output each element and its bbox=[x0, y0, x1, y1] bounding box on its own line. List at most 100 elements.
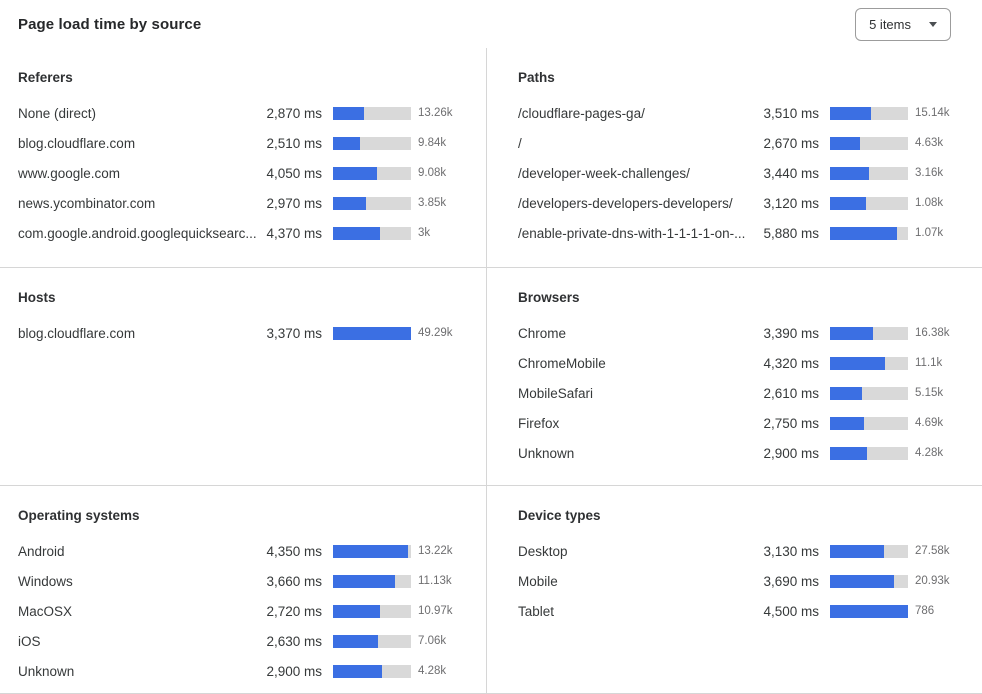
row-label: / bbox=[518, 135, 522, 151]
row-count: 13.22k bbox=[418, 545, 453, 557]
row-label: /developer-week-challenges/ bbox=[518, 165, 690, 181]
meter-bar-fill bbox=[333, 574, 395, 588]
meter-bar-fill bbox=[830, 416, 865, 430]
row-count: 4.28k bbox=[418, 665, 447, 677]
row-label: /developers-developers-developers/ bbox=[518, 195, 733, 211]
row-count: 4.63k bbox=[915, 137, 944, 149]
row-label: /enable-private-dns-with-1-1-1-1-on-... bbox=[518, 225, 746, 241]
meter-bar bbox=[333, 226, 411, 240]
meter-bar-fill bbox=[830, 604, 908, 618]
section-referers: Referers None (direct) 2,870 ms 13.26k blog.… bbox=[0, 48, 486, 267]
table-row: blog.cloudflare.com 3,370 ms 49.29k bbox=[18, 318, 468, 348]
row-count: 11.1k bbox=[915, 357, 943, 369]
meter-bar bbox=[830, 604, 908, 618]
table-row: /developers-developers-developers/3,120 … bbox=[518, 188, 965, 218]
section-title: Hosts bbox=[18, 290, 56, 305]
meter-bar bbox=[830, 106, 908, 120]
row-value-ms: 2,670 ms bbox=[763, 135, 819, 151]
row-count: 16.38k bbox=[915, 327, 950, 339]
meter-bar-fill bbox=[830, 574, 894, 588]
table-row: news.ycombinator.com 2,970 ms 3.85k bbox=[18, 188, 468, 218]
row-value-ms: 3,510 ms bbox=[763, 105, 819, 121]
row-label: Firefox bbox=[518, 415, 560, 431]
row-value-ms: 2,870 ms bbox=[266, 105, 322, 121]
meter-bar-fill bbox=[333, 196, 366, 210]
table-row: Windows 3,660 ms 11.13k bbox=[18, 566, 468, 596]
meter-bar-fill bbox=[830, 136, 861, 150]
row-count: 7.06k bbox=[418, 635, 447, 647]
meter-bar bbox=[830, 136, 908, 150]
row-count: 4.28k bbox=[915, 447, 944, 459]
table-row: / 2,670 ms 4.63k bbox=[518, 128, 965, 158]
section-title: Device types bbox=[518, 508, 601, 523]
items-count-dropdown[interactable]: 5 items bbox=[855, 7, 951, 41]
table-row: Unknown 2,900 ms 4.28k bbox=[518, 438, 965, 468]
row-count: 3.16k bbox=[915, 167, 944, 179]
section-title: Operating systems bbox=[18, 508, 140, 523]
panel-header: Page load time by source 5 items bbox=[0, 0, 982, 48]
meter-bar-fill bbox=[830, 544, 884, 558]
meter-bar-fill bbox=[333, 106, 365, 120]
table-row: Mobile 3,690 ms 20.93k bbox=[518, 566, 965, 596]
section-operating-systems: Operating systems Android 4,350 ms 13.22k Wi… bbox=[0, 485, 486, 693]
section-title: Paths bbox=[518, 70, 555, 85]
table-row: blog.cloudflare.com 2,510 ms 9.84k bbox=[18, 128, 468, 158]
meter-bar bbox=[333, 634, 411, 648]
row-label: blog.cloudflare.com bbox=[18, 135, 136, 151]
row-value-ms: 3,120 ms bbox=[763, 195, 819, 211]
table-row: None (direct) 2,870 ms 13.26k bbox=[18, 98, 468, 128]
row-label: blog.cloudflare.com bbox=[18, 325, 136, 341]
row-value-ms: 2,750 ms bbox=[763, 415, 819, 431]
meter-bar-fill bbox=[333, 136, 361, 150]
meter-bar bbox=[333, 106, 411, 120]
meter-bar-fill bbox=[830, 226, 898, 240]
row-label: iOS bbox=[18, 633, 41, 649]
row-count: 3k bbox=[418, 227, 431, 239]
row-value-ms: 4,320 ms bbox=[763, 355, 819, 371]
meter-bar bbox=[333, 326, 411, 340]
row-value-ms: 2,900 ms bbox=[266, 663, 322, 679]
chevron-down-icon bbox=[929, 21, 937, 27]
section-title: Browsers bbox=[518, 290, 580, 305]
table-row: iOS 2,630 ms 7.06k bbox=[18, 626, 468, 656]
meter-bar-fill bbox=[333, 326, 411, 340]
row-value-ms: 4,500 ms bbox=[763, 603, 819, 619]
row-value-ms: 5,880 ms bbox=[763, 225, 819, 241]
meter-bar-fill bbox=[333, 544, 408, 558]
row-value-ms: 3,370 ms bbox=[266, 325, 322, 341]
meter-bar bbox=[830, 326, 908, 340]
meter-bar bbox=[333, 196, 411, 210]
meter-bar bbox=[830, 386, 908, 400]
row-count: 4.69k bbox=[915, 417, 944, 429]
row-count: 5.15k bbox=[915, 387, 944, 399]
section-paths: Paths/cloudflare-pages-ga/3,510 ms 15.14k… bbox=[486, 48, 982, 267]
meter-bar bbox=[333, 604, 411, 618]
row-label: Tablet bbox=[518, 603, 555, 619]
row-value-ms: 3,390 ms bbox=[763, 325, 819, 341]
meter-bar bbox=[830, 196, 908, 210]
row-count: 27.58k bbox=[915, 545, 950, 557]
meter-bar-fill bbox=[830, 166, 869, 180]
row-label: /cloudflare-pages-ga/ bbox=[518, 105, 645, 121]
row-label: None (direct) bbox=[18, 105, 97, 121]
meter-bar bbox=[333, 166, 411, 180]
table-row: /enable-private-dns-with-1-1-1-1-on-... 5… bbox=[518, 218, 965, 248]
meter-bar bbox=[830, 446, 908, 460]
row-value-ms: 2,610 ms bbox=[763, 385, 819, 401]
section-title: Referers bbox=[18, 70, 73, 85]
sections-grid: Referers None (direct) 2,870 ms 13.26k blog.… bbox=[0, 48, 982, 694]
meter-bar bbox=[830, 356, 908, 370]
row-label: Chrome bbox=[518, 325, 567, 341]
meter-bar bbox=[830, 166, 908, 180]
row-count: 20.93k bbox=[915, 575, 950, 587]
row-count: 1.07k bbox=[915, 227, 944, 239]
row-value-ms: 3,440 ms bbox=[763, 165, 819, 181]
row-label: MobileSafari bbox=[518, 385, 594, 401]
row-count: 13.26k bbox=[418, 107, 453, 119]
meter-bar-fill bbox=[333, 604, 380, 618]
row-label: Mobile bbox=[518, 573, 558, 589]
row-value-ms: 3,660 ms bbox=[266, 573, 322, 589]
meter-bar bbox=[830, 544, 908, 558]
meter-bar bbox=[333, 544, 411, 558]
